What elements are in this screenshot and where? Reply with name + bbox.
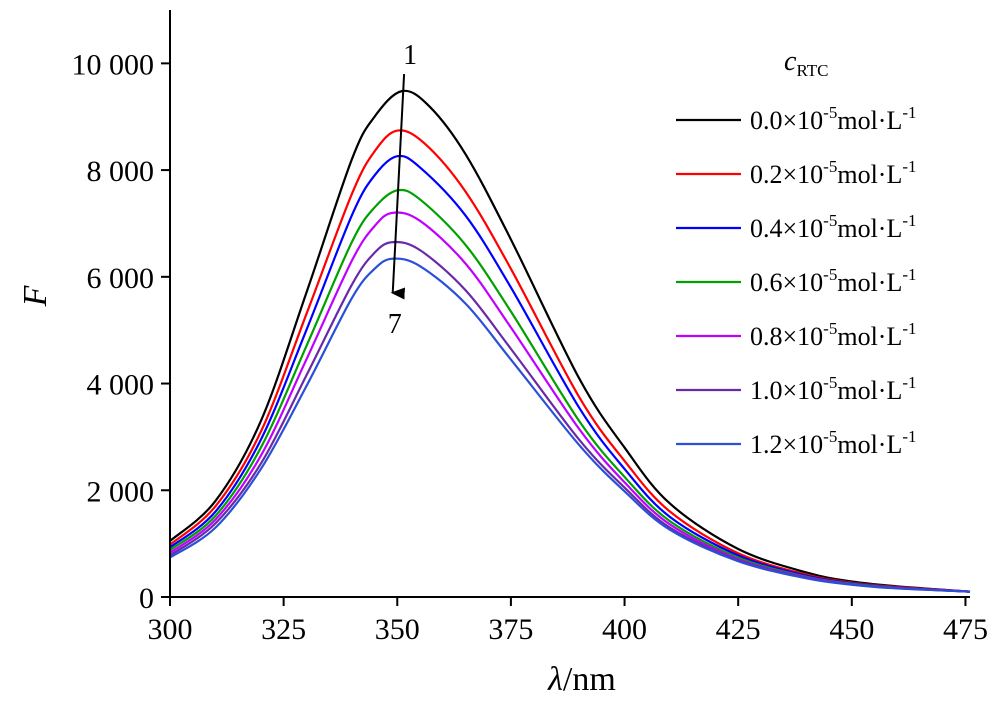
legend-item-1: 0.0×10-5mol·L-1	[676, 103, 917, 135]
legend-item-5: 0.8×10-5mol·L-1	[676, 319, 917, 351]
x-tick-label: 300	[148, 613, 193, 646]
legend-item-4: 0.6×10-5mol·L-1	[676, 265, 917, 297]
y-tick-label: 8 000	[87, 155, 155, 188]
plot-area	[169, 89, 971, 593]
x-tick-label: 325	[261, 613, 306, 646]
trend-arrow	[390, 73, 406, 300]
series-line-1	[169, 89, 971, 593]
legend: cRTC 0.0×10-5mol·L-1 0.2×10-5mol·L-1 0.4×1…	[676, 46, 917, 459]
legend-label: 0.6×10-5mol·L-1	[750, 265, 917, 297]
legend-label: 0.2×10-5mol·L-1	[750, 157, 917, 189]
legend-label: 0.0×10-5mol·L-1	[750, 103, 917, 135]
y-tick-label: 10 000	[72, 48, 155, 81]
arrow-start-label: 1	[403, 40, 417, 71]
y-tick-label: 4 000	[87, 369, 155, 402]
x-axis-label: λ/nm	[547, 661, 616, 698]
y-ticks: 0 2 000 4 000 6 000 8 000 10 000	[72, 48, 170, 615]
legend-item-3: 0.4×10-5mol·L-1	[676, 211, 917, 243]
x-tick-label: 450	[829, 613, 874, 646]
series-line-7	[169, 257, 971, 593]
legend-label: 0.4×10-5mol·L-1	[750, 211, 917, 243]
arrow-end-label: 7	[388, 309, 402, 340]
axes: 300 325 350 375 400 425 450 475 0 2 000 4 000 6 00…	[72, 10, 988, 646]
trend-annotation: 1 7	[388, 40, 417, 340]
legend-label: 1.2×10-5mol·L-1	[750, 427, 917, 459]
legend-label: 1.0×10-5mol·L-1	[750, 373, 917, 405]
legend-item-6: 1.0×10-5mol·L-1	[676, 373, 917, 405]
x-tick-label: 475	[943, 613, 988, 646]
legend-title: cRTC	[784, 46, 828, 80]
x-ticks: 300 325 350 375 400 425 450 475	[148, 597, 988, 646]
x-tick-label: 400	[602, 613, 647, 646]
x-tick-label: 375	[488, 613, 533, 646]
legend-item-7: 1.2×10-5mol·L-1	[676, 427, 917, 459]
legend-items: 0.0×10-5mol·L-1 0.2×10-5mol·L-1 0.4×10-5mo…	[676, 103, 917, 459]
x-tick-label: 425	[716, 613, 761, 646]
y-tick-label: 0	[139, 582, 154, 615]
legend-item-2: 0.2×10-5mol·L-1	[676, 157, 917, 189]
y-tick-label: 2 000	[87, 475, 155, 508]
y-axis-label: F	[17, 284, 54, 307]
x-tick-label: 350	[375, 613, 420, 646]
legend-label: 0.8×10-5mol·L-1	[750, 319, 917, 351]
y-tick-label: 6 000	[87, 262, 155, 295]
